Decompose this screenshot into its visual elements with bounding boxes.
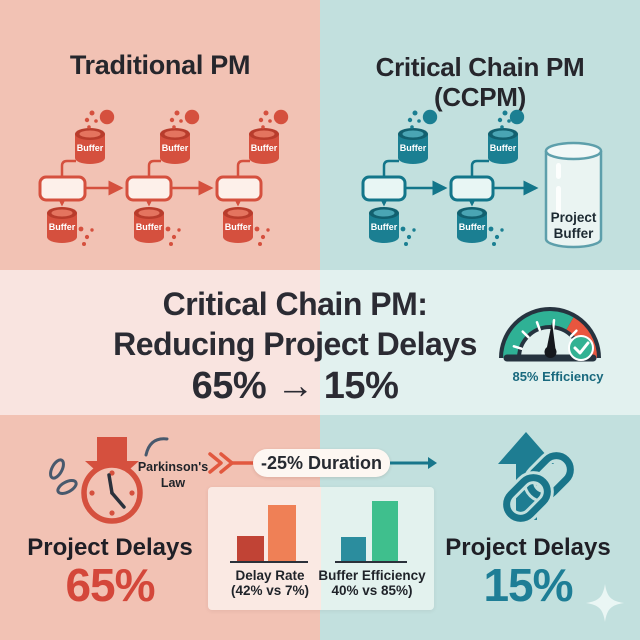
- buffer-barrel-label: Buffer: [77, 143, 104, 153]
- duration-badge: -25% Duration: [253, 449, 390, 477]
- clock-hands: [107, 473, 126, 509]
- deadline-clock-icon: [49, 437, 169, 524]
- ccpm-title-line1: Critical Chain PM: [375, 52, 585, 82]
- delays-after-label: Project Delays: [445, 534, 611, 561]
- project-buffer-label-line1: Project: [551, 210, 597, 225]
- task-box: [38, 175, 87, 202]
- ccpm-title-line2: (CCPM): [433, 82, 527, 112]
- buffer-barrel: Buffer: [134, 207, 164, 243]
- parkinsons-law-line1: Parkinson's: [137, 460, 209, 474]
- spill-dots: [78, 109, 289, 246]
- task-box: [449, 175, 495, 202]
- buffer-barrel: Buffer: [369, 207, 399, 243]
- buffer-barrel: Buffer: [457, 207, 487, 243]
- delay-rate-values: (42% vs 7%): [230, 583, 310, 598]
- headline-stat: 65% → 15%: [191, 365, 399, 407]
- buffer-barrel: Buffer: [249, 128, 279, 164]
- traditional-pm-title: Traditional PM: [69, 50, 251, 80]
- buffer-barrel-label: Buffer: [136, 222, 163, 232]
- banner-headline: Critical Chain PM: Reducing Project Dela…: [60, 284, 530, 408]
- buffer-barrels-top: Buffer Buffer Buffer: [75, 128, 279, 164]
- comparison-card: Delay Rate (42% vs 7%) Buffer Efficiency…: [208, 487, 434, 610]
- delay-rate-bar-ccpm: [268, 505, 296, 562]
- project-buffer-label-line2: Buffer: [554, 226, 594, 241]
- banner-left-bg: [0, 270, 320, 415]
- traditional-pm-diagram: Buffer Buffer Buffer Buffer: [38, 109, 289, 246]
- gauge-label: 85% Efficiency: [512, 369, 604, 384]
- buffer-efficiency-label: Buffer Efficiency 40% vs 85%): [316, 568, 428, 598]
- task-box: [361, 175, 407, 202]
- task-boxes: [38, 175, 263, 202]
- buffer-barrel-label: Buffer: [490, 143, 517, 153]
- delay-rate-chart: [230, 505, 308, 563]
- gauge-icon: [499, 307, 601, 362]
- buffer-barrel: Buffer: [398, 128, 428, 164]
- buffer-barrel: Buffer: [47, 207, 77, 243]
- project-buffer-cylinder: Project Buffer: [544, 141, 603, 249]
- delay-rate-label: Delay Rate (42% vs 7%): [214, 568, 326, 598]
- up-arrow-chain-icon: [498, 432, 577, 525]
- buffer-barrels-bottom: Buffer Buffer: [369, 207, 487, 243]
- ccpm-diagram: Buffer Buffer Buffer Buffer: [361, 109, 603, 249]
- buffer-efficiency-bar-ccpm: [372, 501, 398, 562]
- mini-bar-charts: [230, 501, 407, 563]
- buffer-barrel-label: Buffer: [459, 222, 486, 232]
- buffer-barrel-label: Buffer: [400, 143, 427, 153]
- check-icon: [568, 335, 594, 361]
- delays-before-label: Project Delays: [27, 534, 193, 561]
- chain-link-icon: [500, 449, 577, 525]
- buffer-barrel: Buffer: [75, 128, 105, 164]
- spill-dots: [400, 109, 525, 246]
- buffer-barrel-label: Buffer: [251, 143, 278, 153]
- buffer-barrel-label: Buffer: [371, 222, 398, 232]
- chain-icon: [49, 458, 78, 495]
- buffer-barrel-label: Buffer: [225, 222, 252, 232]
- double-chevron-arrow-icon: [208, 452, 256, 474]
- buffer-barrels-bottom: Buffer Buffer Buffer: [47, 207, 253, 243]
- sparkle-icon: [586, 584, 624, 622]
- task-boxes: [361, 175, 495, 202]
- buffer-barrel: Buffer: [223, 207, 253, 243]
- buffer-efficiency-values: 40% vs 85%): [331, 583, 413, 598]
- buffer-barrel: Buffer: [488, 128, 518, 164]
- buffer-efficiency-chart: [335, 501, 407, 563]
- swoosh-icon: [144, 437, 169, 457]
- delay-rate-title: Delay Rate: [235, 568, 305, 583]
- buffer-efficiency-bar-traditional: [341, 537, 366, 562]
- task-box: [215, 175, 263, 202]
- headline-line2: Reducing Project Delays: [113, 326, 477, 362]
- clock-dots: [89, 470, 135, 516]
- delays-after-value: 15%: [483, 559, 573, 611]
- delays-before-value: 65%: [65, 559, 155, 611]
- task-box: [125, 175, 173, 202]
- buffer-barrel: Buffer: [160, 128, 190, 164]
- flow-connectors: [376, 159, 539, 207]
- flow-connectors: [54, 159, 250, 207]
- parkinsons-law-line2: Law: [160, 476, 186, 490]
- ccpm-title: Critical Chain PM (CCPM): [320, 52, 640, 112]
- buffer-barrel-label: Buffer: [49, 222, 76, 232]
- headline-line1: Critical Chain PM:: [162, 286, 428, 322]
- right-arrow-icon: [390, 457, 437, 469]
- buffer-efficiency-title: Buffer Efficiency: [318, 568, 426, 583]
- comparison-card-left-bg: [208, 487, 321, 610]
- gauge-needle: [546, 322, 556, 353]
- buffer-barrels-top: Buffer Buffer: [398, 128, 518, 164]
- delay-rate-bar-traditional: [237, 536, 264, 562]
- buffer-barrel-label: Buffer: [162, 143, 189, 153]
- parkinsons-law-label: Parkinson's Law: [137, 459, 209, 491]
